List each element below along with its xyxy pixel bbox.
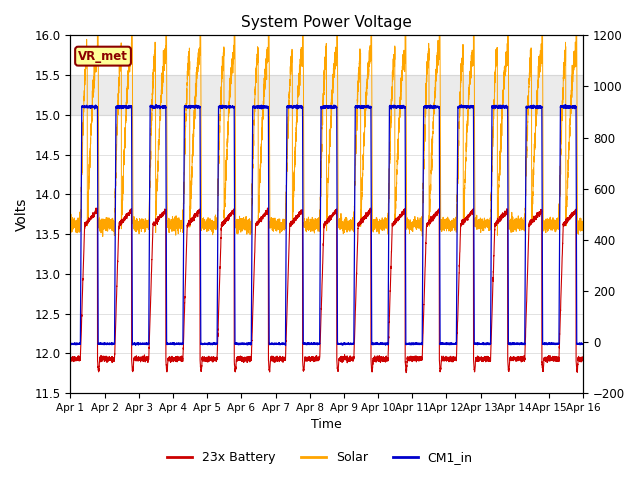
Text: VR_met: VR_met [78,49,128,63]
Bar [70,75,583,115]
Title: System Power Voltage: System Power Voltage [241,15,412,30]
Legend: 23x Battery, Solar, CM1_in: 23x Battery, Solar, CM1_in [163,446,477,469]
X-axis label: Time: Time [312,419,342,432]
Y-axis label: Volts: Volts [15,198,29,231]
